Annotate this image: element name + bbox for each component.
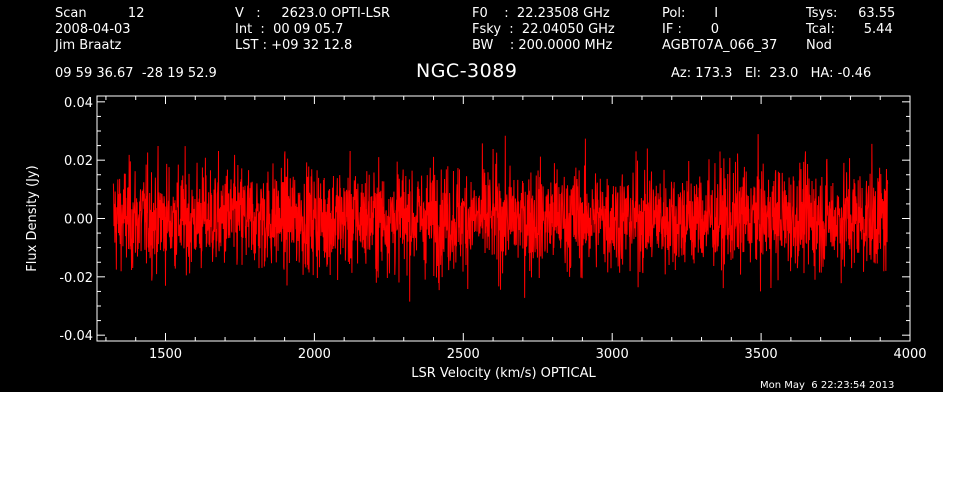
header-date: 2008-04-03: [55, 22, 131, 37]
y-axis-label: Flux Density (Jy): [25, 165, 40, 271]
header-integration: Int : 00 09 05.7: [235, 22, 344, 37]
header-bw: BW : 200.0000 MHz: [472, 38, 613, 53]
x-tick-label: 3500: [745, 347, 778, 362]
y-tick-label: -0.02: [59, 271, 93, 286]
x-tick-label: 1500: [149, 347, 182, 362]
x-tick-label: 3000: [596, 347, 629, 362]
y-tick-label: 0.02: [64, 154, 93, 169]
header-f0: F0 : 22.23508 GHz: [472, 6, 610, 21]
plot-timestamp: Mon May 6 22:23:54 2013: [760, 380, 895, 391]
spectrum-series: [112, 134, 889, 302]
x-axis-label: LSR Velocity (km/s) OPTICAL: [411, 366, 596, 381]
y-tick-label: -0.04: [59, 329, 93, 344]
header-pol: Pol: I: [662, 6, 719, 21]
header-observer: Jim Braatz: [55, 38, 122, 53]
header-velocity: V : 2623.0 OPTI-LSR: [235, 6, 391, 21]
x-tick-label: 2500: [447, 347, 480, 362]
header-lst: LST : +09 32 12.8: [235, 38, 353, 53]
y-tick-label: 0.00: [64, 213, 93, 228]
header-if: IF : 0: [662, 22, 720, 37]
header-fsky: Fsky : 22.04050 GHz: [472, 22, 615, 37]
az-el-ha: Az: 173.3 El: 23.0 HA: -0.46: [671, 66, 872, 81]
header-tcal: Tcal: 5.44: [806, 22, 893, 37]
y-tick-label: 0.04: [64, 96, 93, 111]
plot-panel: Scan 12 2008-04-03 Jim Braatz V : 2623.0…: [0, 0, 943, 392]
chart-title: NGC-3089: [416, 60, 518, 82]
header-procedure: Nod: [806, 38, 832, 53]
spectrum-chart: 1500 2000 2500 3000 3500 4000 -0.04 -0.02 0.00 0.…: [25, 95, 927, 381]
header-scan: Scan 12: [55, 6, 145, 21]
header-tsys: Tsys: 63.55: [806, 6, 896, 21]
header-project: AGBT07A_066_37: [662, 38, 778, 53]
x-tick-label: 4000: [893, 347, 926, 362]
x-tick-label: 2000: [298, 347, 331, 362]
source-coordinates: 09 59 36.67 -28 19 52.9: [55, 66, 217, 81]
